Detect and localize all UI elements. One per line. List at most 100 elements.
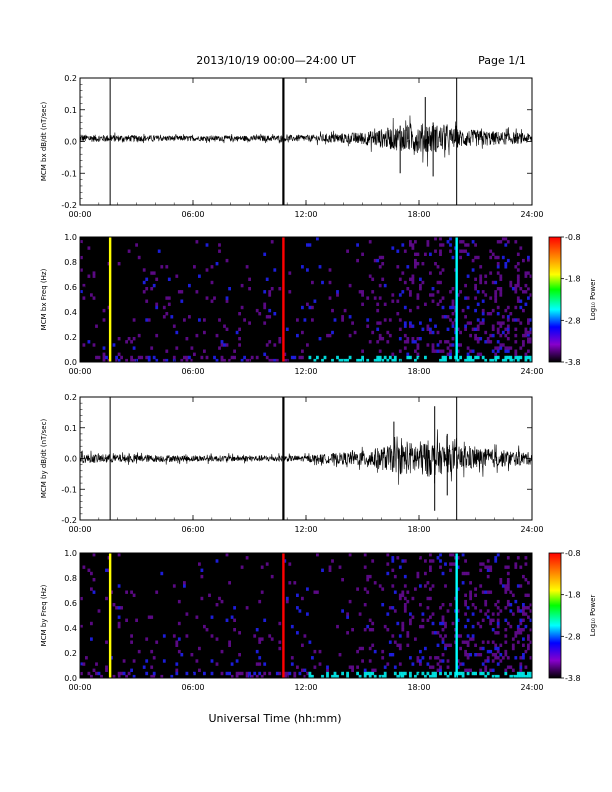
spectrogram-cell	[363, 628, 367, 632]
spectrogram-cell	[426, 596, 430, 601]
spectrogram-cell	[494, 643, 498, 647]
colorbar-tick-label: -3.8	[565, 674, 581, 683]
spectrogram-cell	[439, 559, 442, 563]
spectrogram-cell	[326, 665, 329, 669]
spectrogram-cell	[524, 612, 528, 616]
spectrogram-cell	[519, 305, 523, 310]
spectrogram-cell	[416, 262, 420, 266]
spectrogram-cell	[333, 318, 337, 322]
spectrogram-cell	[519, 662, 523, 666]
spectrogram-cell	[225, 553, 229, 557]
spectrogram-cell	[516, 299, 520, 303]
spectrogram-cell	[474, 333, 477, 338]
spectrogram-cell	[499, 277, 503, 281]
x-tick-label: 00:00	[68, 367, 91, 376]
spectrogram-cell	[484, 665, 488, 669]
spectrogram-cell	[82, 565, 86, 569]
spectrogram-cell	[469, 590, 472, 594]
spectrogram-cell	[371, 643, 375, 647]
spectrogram-cell	[240, 305, 244, 310]
spectrogram-cell	[127, 671, 131, 676]
spectrogram-cell	[509, 603, 513, 607]
spectrogram-cell	[152, 674, 156, 679]
spectrogram-cell	[255, 649, 259, 654]
spectrogram-cell	[115, 606, 118, 610]
spectrogram-cell	[230, 615, 234, 619]
spectrogram-cell	[504, 653, 508, 657]
spectrogram-cell	[514, 562, 518, 566]
spectrogram-cell	[308, 243, 312, 247]
spectrogram-cell	[275, 671, 279, 676]
spectrogram-cell	[235, 659, 239, 663]
spectrogram-cell	[273, 268, 277, 272]
spectrogram-cell	[245, 265, 249, 269]
spectrogram-cell	[406, 631, 410, 635]
spectrogram-cell	[514, 631, 518, 635]
spectrogram-cell	[346, 631, 349, 635]
spectrogram-cell	[117, 624, 121, 629]
spectrogram-cell	[459, 290, 462, 294]
spectrogram-cell	[489, 358, 493, 363]
spectrogram-cell	[527, 615, 530, 619]
spectrogram-cell	[474, 653, 477, 657]
spectrogram-cell	[318, 649, 322, 654]
spectrogram-cell	[416, 305, 420, 310]
spectrogram-cell	[506, 318, 510, 322]
spectrogram-cell	[145, 318, 149, 322]
spectrogram-cell	[464, 640, 467, 644]
spectrogram-cell	[529, 618, 533, 622]
spectrogram-cell	[434, 262, 437, 266]
spectrogram-cell	[504, 243, 508, 247]
spectrogram-cell	[461, 674, 465, 679]
spectrogram-cell	[431, 671, 435, 676]
spectrogram-cell	[506, 355, 510, 360]
spectrogram-cell	[301, 668, 304, 672]
spectrogram-cell	[373, 649, 377, 654]
spectrogram-cell	[238, 653, 241, 657]
spectrogram-cell	[378, 674, 382, 679]
spectrogram-cell	[215, 559, 219, 563]
x-axis-title: Universal Time (hh:mm)	[209, 712, 342, 725]
spectrogram-cell	[524, 330, 528, 335]
spectrogram-cell	[172, 355, 176, 360]
spectrogram-cell	[504, 584, 508, 588]
spectrogram-cell	[170, 315, 174, 319]
spectrogram-cell	[464, 571, 467, 576]
spectrogram-cell	[496, 612, 500, 616]
spectrogram-cell	[461, 240, 465, 244]
spectrogram-cell	[228, 640, 231, 644]
spectrogram-cell	[499, 321, 503, 325]
spectrogram-cell	[451, 321, 455, 325]
spectrogram-cell	[466, 640, 470, 644]
spectrogram-cell	[527, 318, 530, 322]
spectrogram-cell	[351, 628, 354, 632]
spectrogram-cell	[414, 349, 417, 353]
spectrogram-cell	[80, 290, 83, 294]
spectrogram-cell	[162, 634, 166, 638]
spectrogram-cell	[260, 565, 264, 569]
spectrogram-cell	[431, 584, 435, 588]
spectrogram-cell	[471, 634, 475, 638]
spectrogram-cell	[333, 671, 337, 676]
spectrogram-cell	[183, 581, 186, 585]
spectrogram-cell	[501, 237, 505, 241]
spectrogram-cell	[506, 599, 510, 604]
spectrogram-cell	[296, 665, 299, 669]
spectrogram-cell	[381, 358, 385, 363]
spectrogram-cell	[499, 609, 503, 613]
spectrogram-cell	[381, 277, 385, 281]
spectrogram-cell	[220, 599, 224, 604]
spectrogram-cell	[444, 646, 447, 651]
spectrogram-cell	[90, 587, 93, 591]
spectrogram-cell	[147, 355, 151, 360]
spectrogram-cell	[411, 277, 415, 281]
spectrogram-cell	[378, 349, 382, 353]
spectrogram-cell	[461, 308, 465, 313]
spectrogram-cell	[263, 290, 267, 294]
spectrogram-cell	[150, 674, 154, 679]
spectrogram-cell	[208, 593, 211, 597]
spectrogram-cell	[223, 343, 226, 347]
spectrogram-cell	[514, 327, 518, 331]
spectrogram-cell	[529, 337, 533, 341]
spectrogram-cell	[494, 290, 498, 294]
